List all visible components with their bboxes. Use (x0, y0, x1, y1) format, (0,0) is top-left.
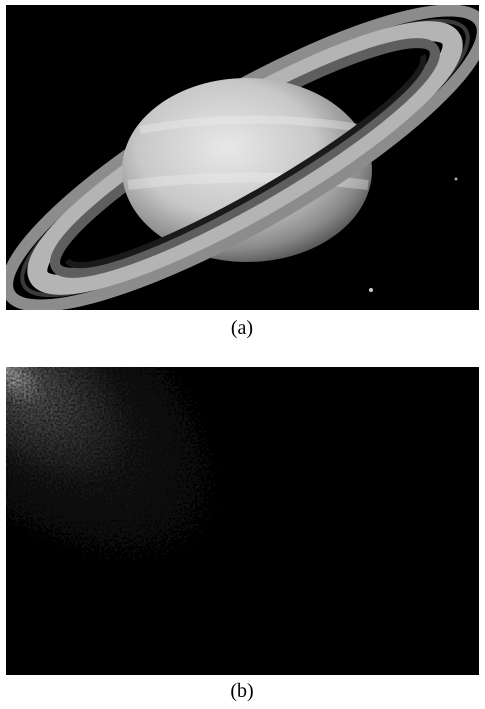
page: (a) (b) (() => { const data = JSON.parse… (0, 0, 485, 704)
panel-a-image (0, 0, 485, 351)
caption: (a) (231, 317, 253, 339)
panel-b-image (6, 367, 479, 675)
figure: (a) (b) (0, 0, 485, 704)
caption: (b) (230, 680, 253, 702)
